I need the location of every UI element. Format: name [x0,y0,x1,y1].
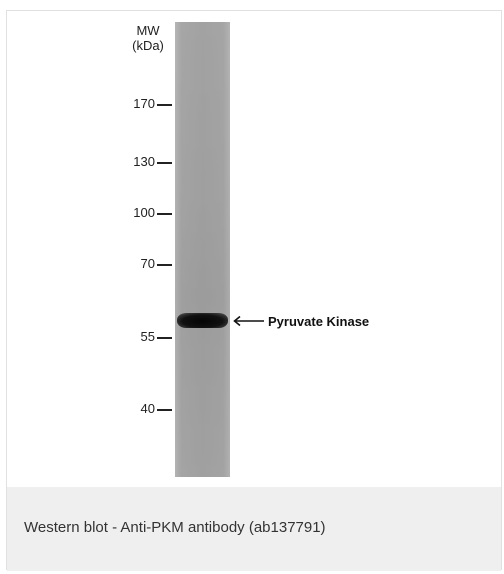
marker-label: 70 [140,256,155,271]
marker-tick [157,213,172,215]
blot-lane [175,22,230,477]
figure-caption: Western blot - Anti-PKM antibody (ab1377… [24,519,326,536]
marker-label: 40 [140,401,155,416]
marker-tick [157,409,172,411]
figure-card: MW (kDa) 170 130 100 70 55 40 [6,10,502,571]
mw-header-line1: MW [136,23,160,38]
marker-tick [157,264,172,266]
marker-label: 55 [140,329,155,344]
marker-label: 170 [133,96,155,111]
marker-tick [157,162,172,164]
marker-70: 70 [107,256,173,272]
mw-header: MW (kDa) [120,23,176,53]
caption-bar: Western blot - Anti-PKM antibody (ab1377… [7,487,501,571]
marker-170: 170 [107,96,173,112]
marker-tick [157,337,172,339]
marker-40: 40 [107,401,173,417]
mw-header-line2: (kDa) [132,38,164,53]
marker-tick [157,104,172,106]
protein-band [177,313,228,328]
marker-55: 55 [107,329,173,345]
marker-label: 100 [133,205,155,220]
marker-100: 100 [107,205,173,221]
left-arrow-icon [233,315,264,327]
western-blot-image: MW (kDa) 170 130 100 70 55 40 [7,11,501,487]
marker-130: 130 [107,154,173,170]
band-annotation: Pyruvate Kinase [232,311,369,331]
band-label: Pyruvate Kinase [268,313,370,329]
marker-label: 130 [133,154,155,169]
